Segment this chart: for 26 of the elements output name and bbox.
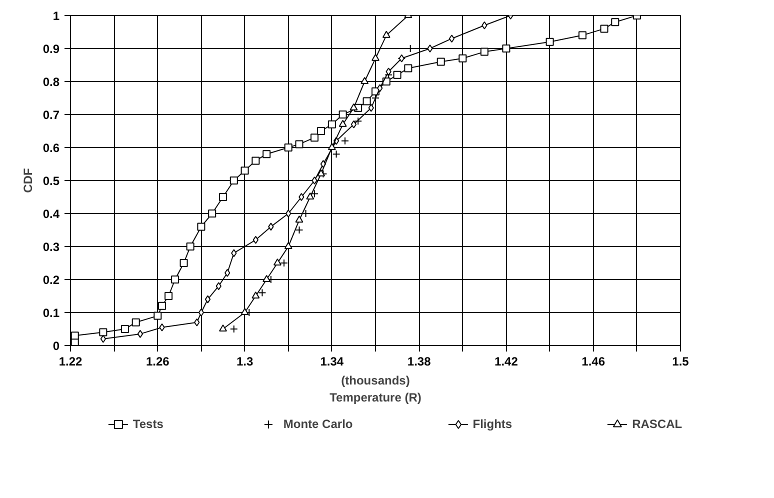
x-tick-label: 1.34	[320, 354, 344, 368]
x-tick-label: 1.42	[494, 354, 518, 368]
legend-label: RASCAL	[632, 417, 682, 431]
legend-label: Flights	[472, 417, 512, 431]
x-tick-label: 1.5	[672, 354, 690, 368]
x-tick-label: 1.22	[58, 354, 83, 368]
legend-label: Monte Carlo	[283, 417, 353, 431]
x-tick-label: 1.3	[236, 354, 254, 368]
y-tick-label: 0.5	[42, 174, 60, 188]
y-axis-title: CDF	[20, 168, 35, 193]
y-tick-label: 1	[52, 9, 60, 23]
y-tick-label: 0.9	[42, 42, 60, 56]
text: (thousands)	[341, 374, 410, 388]
legend-label: Tests	[132, 417, 164, 431]
x-axis-title: Temperature (R)	[330, 390, 422, 404]
x-tick-label: 1.46	[582, 354, 606, 368]
y-tick-label: 0.2	[42, 273, 60, 287]
y-tick-label: 0.6	[42, 141, 60, 155]
y-tick-label: 0.4	[42, 207, 60, 221]
y-tick-label: 0.8	[42, 75, 60, 89]
y-tick-label: 0.3	[42, 240, 60, 254]
y-tick-label: 0	[52, 339, 60, 353]
y-tick-label: 0.1	[42, 306, 60, 320]
x-tick-label: 1.26	[146, 354, 170, 368]
x-tick-label: 1.38	[407, 354, 432, 368]
y-tick-label: 0.7	[42, 108, 60, 122]
